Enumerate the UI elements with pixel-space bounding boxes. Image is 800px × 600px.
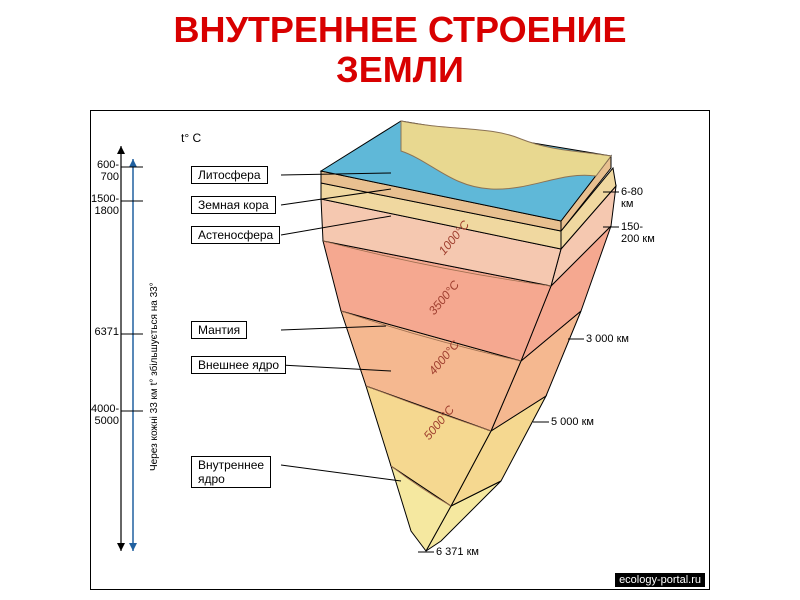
- layer-label-4: Внешнее ядро: [191, 356, 286, 374]
- title-line2: ЗЕМЛИ: [336, 49, 464, 90]
- left-temp-2: 6371: [91, 326, 119, 338]
- left-temp-1: 1500-1800: [91, 193, 119, 217]
- right-depth-4: 6 371 км: [436, 546, 479, 558]
- right-depth-2: 3 000 км: [586, 333, 629, 345]
- axis-label: t° C: [181, 131, 201, 145]
- left-temp-0: 600-700: [91, 159, 119, 183]
- layer-label-2: Астеносфера: [191, 226, 280, 244]
- layer-label-1: Земная кора: [191, 196, 276, 214]
- page-title: ВНУТРЕННЕЕ СТРОЕНИЕ ЗЕМЛИ: [0, 0, 800, 89]
- vertical-note: Через кожні 33 км t° збільшується на 33°: [149, 231, 160, 471]
- earth-structure-diagram: 600-700 1500-1800 6371 4000-5000 t° C Литос…: [90, 110, 710, 590]
- right-depth-1: 150-200 км: [621, 221, 655, 245]
- layer-label-3: Мантия: [191, 321, 247, 339]
- right-depth-0: 6-80км: [621, 186, 643, 210]
- title-line1: ВНУТРЕННЕЕ СТРОЕНИЕ: [174, 9, 627, 50]
- credit-text: ecology-portal.ru: [615, 573, 705, 587]
- diagram-svg: [91, 111, 711, 591]
- left-temp-3: 4000-5000: [91, 403, 119, 427]
- layer-label-0: Литосфера: [191, 166, 268, 184]
- right-depth-3: 5 000 км: [551, 416, 594, 428]
- layer-label-5: Внутреннееядро: [191, 456, 271, 488]
